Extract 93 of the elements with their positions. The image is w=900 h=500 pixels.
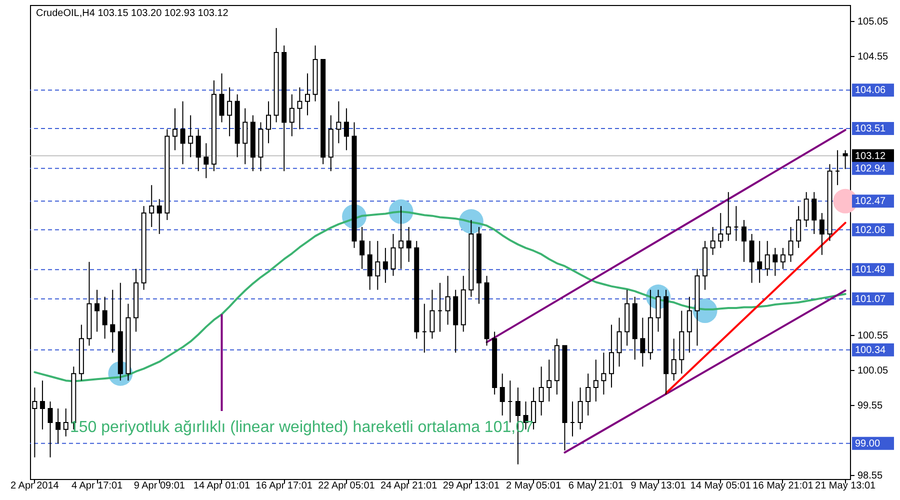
candlestick (110, 289, 116, 354)
candlestick (242, 108, 248, 165)
candlestick (398, 206, 404, 270)
candlestick (640, 317, 646, 368)
x-tick-label: 2 Apr 2014 (10, 480, 60, 492)
candlestick (304, 72, 310, 116)
candlestick (842, 150, 848, 170)
candlestick (819, 212, 824, 256)
ref-line-label: 100.34 (855, 344, 886, 356)
candlestick (375, 240, 380, 290)
candlestick (390, 233, 396, 276)
candlestick (94, 289, 100, 332)
candlestick (406, 226, 412, 262)
x-tick-label: 4 Apr 17:01 (71, 480, 124, 492)
candlestick (764, 240, 770, 276)
candlestick (741, 220, 746, 262)
x-tick-label: 21 May 13:01 (815, 480, 876, 492)
x-tick-label: 24 Apr 21:01 (380, 480, 438, 492)
candlestick (219, 72, 224, 123)
candlestick (616, 317, 622, 368)
x-tick-label: 16 May 21:01 (752, 480, 814, 492)
ref-line-label: 104.06 (855, 85, 886, 96)
chart-title: CrudeOIL,H4 103.15 103.20 102.93 103.12 (36, 8, 229, 19)
ref-line-label: 103.12 (855, 150, 886, 162)
candlestick (686, 296, 692, 354)
x-tick-label: 14 Apr 01:01 (193, 480, 251, 492)
ref-line-label: 102.06 (855, 224, 886, 236)
candlestick (56, 408, 61, 444)
candlestick (40, 380, 45, 430)
candlestick (500, 373, 505, 416)
y-tick-label: 104.55 (858, 51, 889, 62)
candlestick (788, 226, 794, 262)
candlestick (48, 401, 53, 458)
x-tick-label: 29 Apr 13:01 (442, 480, 500, 492)
candlestick (289, 94, 294, 137)
candlestick (586, 373, 591, 416)
line-series (34, 210, 846, 382)
candlestick (367, 240, 372, 290)
x-tick-label: 6 May 21:01 (568, 480, 624, 492)
candlestick (796, 206, 802, 248)
y-tick-label: 99.55 (858, 400, 883, 412)
x-tick-label: 9 May 13:01 (630, 480, 686, 492)
candlestick (546, 359, 552, 402)
candlestick (710, 226, 716, 256)
ref-line-label: 102.94 (855, 163, 886, 174)
x-tick-label: 16 Apr 17:01 (256, 480, 313, 492)
candlestick (531, 387, 536, 430)
candlestick (608, 324, 614, 388)
candlestick (601, 352, 606, 396)
x-tick-label: 9 Apr 09:01 (134, 480, 186, 492)
y-tick-label: 105.05 (858, 16, 889, 28)
candlestick (445, 275, 450, 326)
candlestick (63, 408, 68, 437)
candlestick (180, 100, 186, 165)
y-tick-label: 100.55 (858, 330, 889, 342)
candlestick (656, 289, 661, 332)
ref-line-label: 101.07 (855, 294, 886, 305)
ref-line-label: 99.00 (855, 438, 880, 450)
candlestick (772, 247, 778, 276)
candlestick (757, 240, 762, 284)
candlestick (538, 366, 544, 416)
candlestick (227, 86, 232, 137)
candlestick (593, 359, 598, 402)
x-tick-label: 2 May 05:01 (506, 480, 562, 492)
candlestick (360, 226, 365, 270)
x-tick-label: 14 May 05:01 (690, 480, 752, 492)
candlestick (336, 100, 342, 144)
candlestick (188, 114, 194, 158)
candlestick (344, 108, 349, 151)
candlestick (726, 192, 731, 242)
candlestick (172, 108, 178, 151)
candlestick (204, 142, 209, 179)
x-tick-label: 22 Apr 05:01 (318, 480, 376, 492)
candlestick (430, 289, 435, 340)
candlestick (780, 247, 786, 270)
ref-line-label: 101.49 (855, 264, 886, 276)
ref-line-label: 103.51 (855, 124, 886, 135)
candlestick (578, 387, 583, 430)
candlestick (718, 212, 724, 248)
y-tick-label: 98.55 (858, 470, 883, 482)
candlestick (156, 198, 162, 234)
candlestick (382, 247, 388, 284)
candlestick (196, 128, 201, 172)
candlestick (266, 100, 272, 144)
ref-line-label: 102.47 (855, 196, 886, 208)
candlestick (671, 338, 676, 382)
candlestick (149, 184, 154, 228)
candlestick (804, 192, 809, 228)
candlestick (297, 86, 302, 130)
candlestick (102, 296, 108, 340)
y-tick-label: 100.05 (858, 366, 889, 377)
candlestick (812, 192, 817, 234)
candlestick (749, 233, 754, 284)
